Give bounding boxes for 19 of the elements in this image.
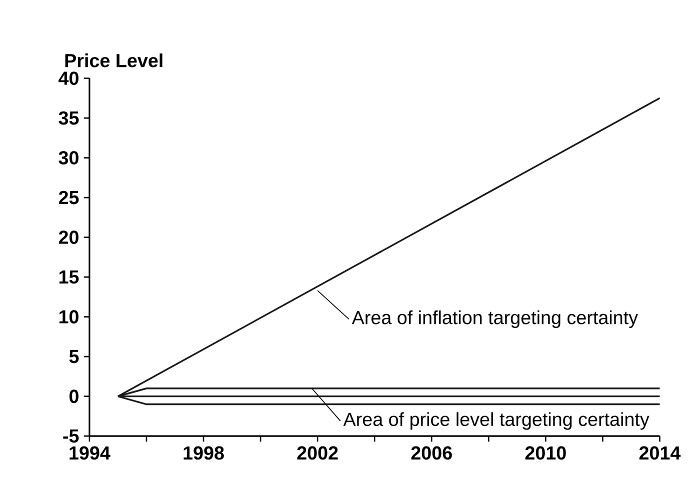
y-tick-label: 35 (58, 111, 79, 125)
y-tick-label: 25 (58, 191, 79, 204)
y-tick-label: 10 (59, 310, 78, 324)
y-axis-title: Price Level (65, 54, 162, 68)
annotation: Area of price level targeting certainty (343, 412, 650, 430)
x-tick-label: 1998 (184, 446, 224, 460)
y-tick-label: 0 (69, 390, 78, 404)
x-tick-label: 2010 (525, 446, 566, 460)
y-tick-label: 40 (58, 72, 78, 86)
x-tick-label: 2002 (297, 446, 338, 460)
y-tick-label: 15 (59, 270, 79, 284)
x-tick-label: 1994 (70, 446, 110, 460)
y-tick-label: 30 (58, 151, 78, 165)
y-tick-label: 20 (58, 230, 78, 244)
x-tick-label: 2014 (639, 446, 681, 460)
y-tick-label: -5 (63, 430, 79, 443)
x-tick-label: 2006 (411, 446, 452, 460)
y-tick-label: 5 (69, 350, 79, 364)
annotation: Area of inflation targeting certainty (352, 310, 638, 328)
